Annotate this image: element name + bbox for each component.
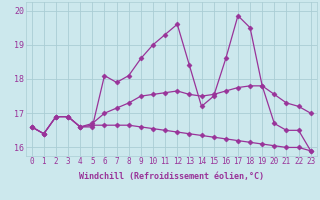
X-axis label: Windchill (Refroidissement éolien,°C): Windchill (Refroidissement éolien,°C) [79, 172, 264, 181]
